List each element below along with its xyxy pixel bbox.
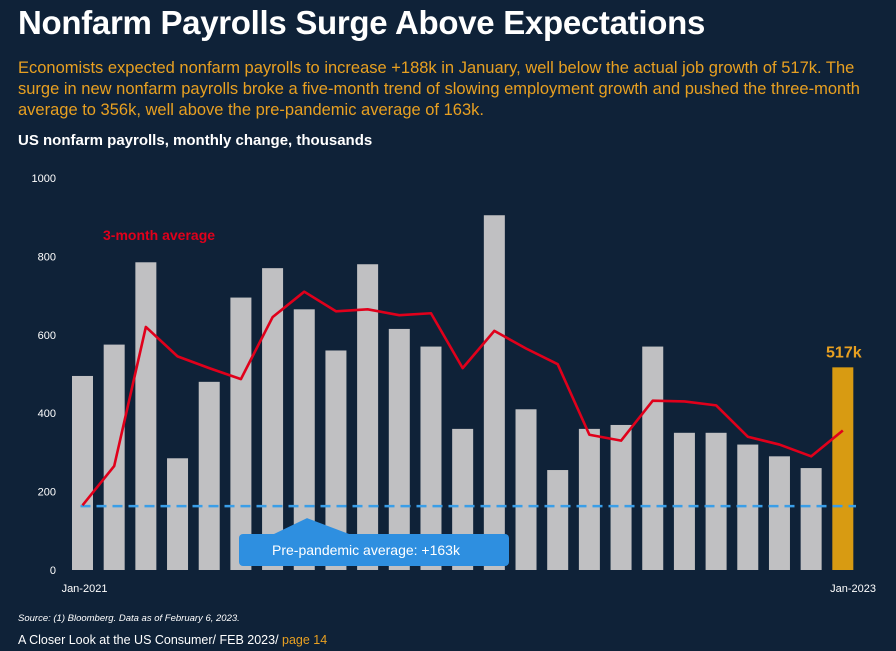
bar — [135, 262, 157, 570]
bar — [262, 268, 284, 570]
y-tick-label: 1000 — [32, 173, 56, 185]
footer-publication: A Closer Look at the US Consumer/ FEB 20… — [18, 633, 279, 647]
x-tick-first: Jan-2021 — [62, 583, 108, 595]
y-tick-label: 200 — [38, 487, 56, 499]
source-note: Source: (1) Bloomberg. Data as of Februa… — [18, 613, 240, 624]
bar — [673, 432, 695, 570]
x-tick-last: Jan-2023 — [830, 583, 876, 595]
average-points — [82, 291, 843, 506]
y-tick-label: 800 — [38, 251, 56, 263]
highlight-value-label: 517k — [826, 344, 862, 361]
bar — [230, 297, 252, 570]
callout-text: Pre-pandemic average: +163k — [272, 542, 461, 558]
bar-series — [72, 215, 854, 571]
bar — [293, 309, 315, 570]
bar — [72, 375, 93, 570]
chart-label: US nonfarm payrolls, monthly change, tho… — [18, 132, 373, 149]
bar — [547, 470, 569, 570]
bar — [167, 458, 189, 570]
footer: A Closer Look at the US Consumer/ FEB 20… — [18, 633, 327, 647]
bar — [578, 428, 600, 570]
y-tick-label: 600 — [38, 330, 56, 342]
bar — [357, 264, 379, 570]
average-legend-label: 3-month average — [103, 227, 215, 243]
bar — [705, 432, 727, 570]
bar — [420, 346, 442, 570]
callout-box — [239, 534, 509, 566]
bar — [610, 424, 632, 570]
page-subtitle: Economists expected nonfarm payrolls to … — [18, 59, 860, 119]
y-tick-label: 400 — [38, 408, 56, 420]
bar — [483, 215, 505, 571]
footer-page-link[interactable]: page 14 — [282, 633, 328, 647]
bar — [515, 409, 537, 570]
bar — [198, 381, 220, 570]
bar — [800, 468, 822, 570]
bar — [768, 456, 790, 570]
highlight-bar — [832, 367, 854, 570]
bar — [737, 444, 759, 570]
callout-pointer — [274, 518, 349, 534]
page-title: Nonfarm Payrolls Surge Above Expectation… — [18, 4, 706, 41]
bar — [388, 328, 410, 570]
bar — [325, 350, 347, 570]
bar — [103, 344, 125, 570]
bar — [642, 346, 664, 570]
y-axis: 0 200 400 600 800 1000 — [32, 173, 56, 577]
y-tick-label: 0 — [50, 565, 56, 577]
